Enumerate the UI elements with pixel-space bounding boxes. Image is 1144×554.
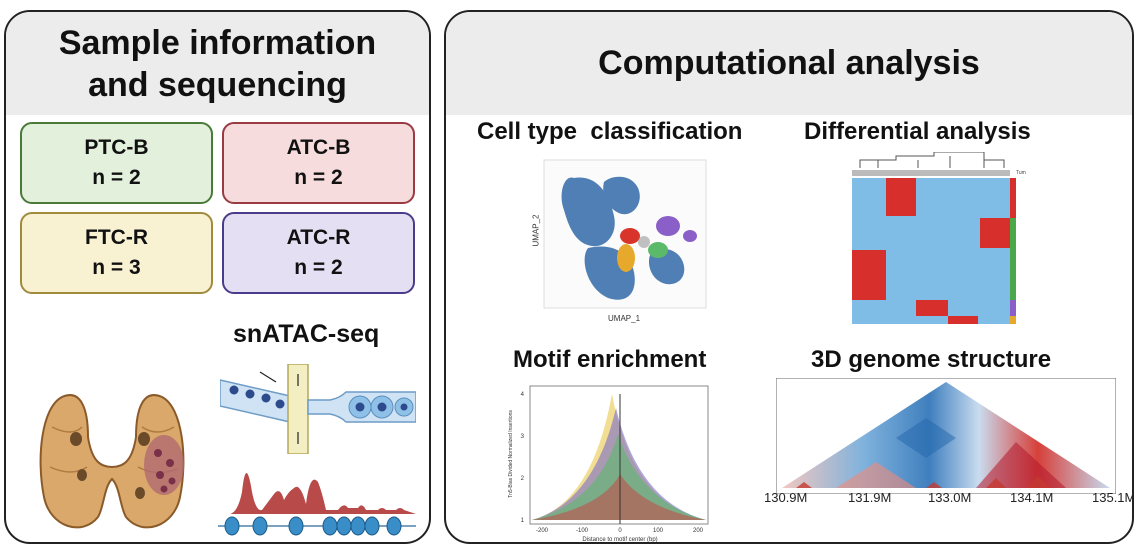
genome-tick: 133.0M	[928, 490, 972, 505]
group-count: n = 2	[294, 256, 343, 279]
section-differential: Differential analysis	[804, 118, 1031, 145]
analysis-panel: Computational analysis Cell type classif…	[444, 10, 1134, 544]
motif-xtick: -100	[576, 528, 589, 534]
group-name: ATC-R	[286, 226, 351, 249]
group-name: PTC-B	[84, 136, 149, 159]
motif-ytick: 3	[521, 434, 525, 440]
motif-ytick: 2	[521, 476, 525, 482]
motif-ytick: 1	[521, 518, 525, 524]
motif-xtick: 200	[693, 528, 704, 534]
group-atc-b: ATC-B n = 2	[222, 122, 415, 204]
section-genome: 3D genome structure	[811, 346, 1052, 373]
differential-heatmap: Tum	[852, 152, 1026, 324]
analysis-panel-header: Computational analysis	[446, 12, 1132, 115]
microfluidic-droplet-illustration	[220, 364, 416, 454]
method-label: snATAC-seq	[233, 320, 380, 348]
group-count: n = 2	[92, 166, 141, 189]
sample-panel-header: Sample information and sequencing	[6, 12, 429, 115]
genome-tick: 135.1M	[1092, 490, 1134, 505]
motif-ytick: 4	[521, 392, 525, 398]
chromatin-peak-illustration	[218, 473, 416, 536]
genome-axis: 130.9M 131.9M 133.0M 134.1M 135.1M	[750, 490, 1134, 510]
sample-panel: Sample information and sequencing PTC-B …	[4, 10, 431, 544]
genome-tick: 134.1M	[1010, 490, 1054, 505]
motif-plot: 1 2 3 4 -200 -100 0 100 200 Distance to …	[502, 384, 712, 543]
motif-xtick: -200	[536, 528, 549, 534]
genome-contact-map	[776, 378, 1116, 494]
group-count: n = 2	[294, 166, 343, 189]
group-name: ATC-B	[286, 136, 351, 159]
motif-xtick: 0	[618, 528, 622, 534]
sample-panel-title-line2: and sequencing	[88, 65, 347, 104]
section-cell-type: Cell type classification	[477, 118, 743, 145]
umap-xlabel: UMAP_1	[608, 314, 641, 323]
group-ptc-b: PTC-B n = 2	[20, 122, 213, 204]
sample-panel-title-line1: Sample information	[58, 23, 377, 62]
motif-xtick: 100	[653, 528, 664, 534]
group-ftc-r: FTC-R n = 3	[20, 212, 213, 294]
group-name: FTC-R	[85, 226, 148, 249]
group-count: n = 3	[92, 256, 141, 279]
umap-ylabel: UMAP_2	[531, 214, 541, 247]
group-atc-r: ATC-R n = 2	[222, 212, 415, 294]
svg-text:Tum: Tum	[1016, 170, 1026, 176]
section-motif: Motif enrichment	[513, 346, 707, 373]
motif-xlabel: Distance to motif center (bp)	[582, 537, 657, 543]
thyroid-gland-illustration	[39, 394, 185, 529]
motif-ylabel: Tn5-Bias Divided Normalized Insertions	[508, 410, 514, 498]
genome-tick: 131.9M	[848, 490, 892, 505]
umap-plot: UMAP_1 UMAP_2	[531, 154, 710, 328]
analysis-panel-title: Computational analysis	[598, 44, 980, 82]
genome-tick: 130.9M	[764, 490, 808, 505]
